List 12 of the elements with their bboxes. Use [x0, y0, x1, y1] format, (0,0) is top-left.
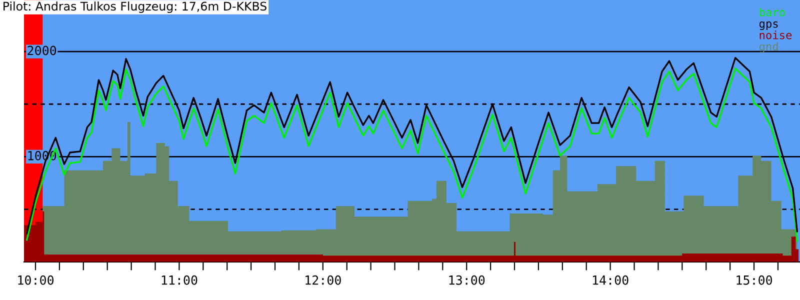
text: baro [760, 8, 785, 16]
x-tick-label: 15:00 [736, 275, 772, 285]
x-tick-label: 13:00 [449, 275, 485, 285]
y-tick-label: 2000 [28, 46, 56, 56]
x-tick-label: 12:00 [306, 275, 341, 285]
chart-title: Pilot: Andras Tulkos Flugzeug: 17,6m D-KKBS [4, 2, 266, 13]
x-tick-label: 11:00 [162, 275, 198, 285]
text: gnd [759, 42, 778, 53]
text: gps [759, 21, 778, 30]
x-tick-label: 14:00 [593, 275, 628, 285]
text: noise [760, 30, 792, 40]
x-tick-label: 10:00 [18, 275, 54, 285]
